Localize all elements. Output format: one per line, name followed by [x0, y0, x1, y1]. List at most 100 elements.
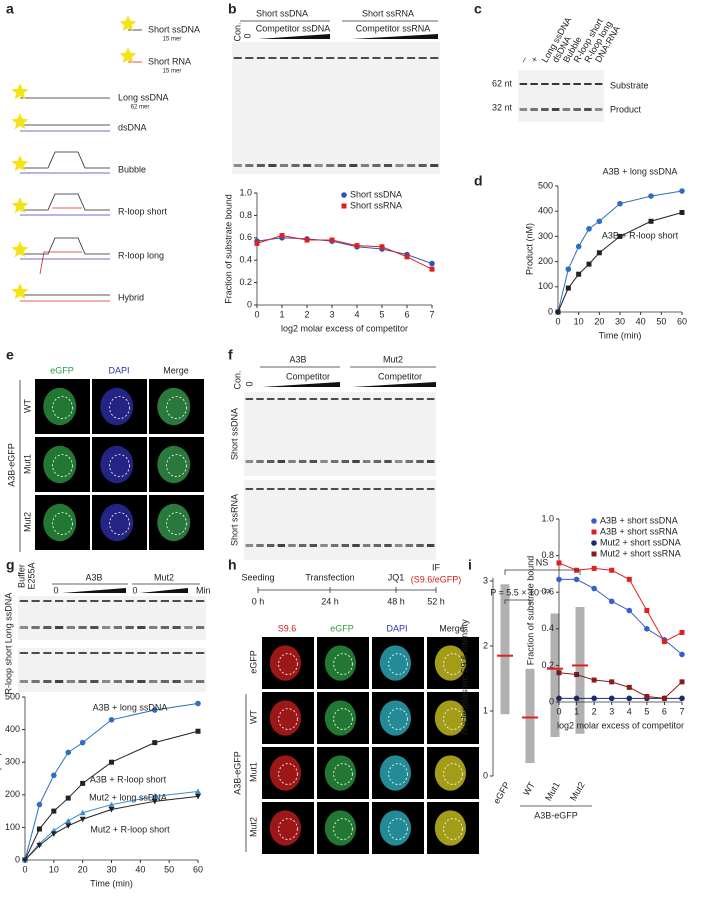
label: S9.6: [278, 623, 297, 633]
x-tick-label: 60: [193, 864, 203, 874]
nucleus: [333, 653, 353, 675]
y-tick-label: 0.4: [541, 623, 554, 633]
marker: [108, 806, 115, 813]
nucleus: [166, 454, 187, 478]
marker: [79, 809, 86, 816]
marker: [51, 772, 57, 779]
nucleus: [278, 763, 298, 785]
label: 0: [53, 585, 58, 595]
gel-band: [172, 680, 181, 683]
gel-band: [256, 164, 265, 167]
gel-band: [373, 488, 382, 490]
label: IF: [432, 562, 441, 572]
label: Competitor: [286, 371, 330, 381]
marker: [591, 585, 597, 592]
series-line: [24, 791, 199, 861]
label: 0: [242, 33, 252, 38]
gel-band: [160, 626, 169, 629]
legend-label: Mut2 + short ssDNA: [600, 537, 681, 547]
x-tick-label: 1: [574, 706, 579, 716]
x-tick-label: 0: [556, 706, 561, 716]
gel-band: [573, 108, 581, 111]
label: Hybrid: [118, 292, 144, 302]
x-tick-label: 10: [574, 316, 584, 326]
gel-band: [320, 488, 328, 490]
gel-band: [360, 57, 369, 59]
wedge: [352, 34, 438, 39]
series-line: [256, 235, 433, 270]
gel-band: [125, 600, 134, 602]
x-tick-label: 6: [404, 309, 409, 319]
marker: [279, 233, 285, 239]
nucleus: [109, 396, 130, 420]
panel-letter: c: [474, 1, 482, 17]
y-tick-label: 0: [15, 854, 20, 864]
gel: [518, 70, 604, 122]
marker: [80, 780, 86, 786]
gel-band: [405, 544, 414, 547]
gel-band: [426, 398, 435, 400]
gel-band: [298, 460, 307, 463]
gel-band: [291, 57, 300, 59]
gel-band: [519, 108, 528, 111]
marker: [195, 793, 201, 800]
cell: [157, 503, 191, 542]
cell: [100, 503, 134, 542]
gel-band: [172, 600, 181, 602]
marker: [556, 576, 562, 583]
star: [11, 283, 29, 300]
marker: [596, 218, 603, 225]
marker: [429, 266, 435, 272]
gel-band: [394, 488, 403, 490]
gel-band: [384, 488, 392, 490]
label: eGFP: [330, 623, 354, 633]
marker: [195, 728, 201, 734]
label: 24 h: [321, 596, 339, 606]
marker: [626, 576, 632, 582]
marker: [109, 759, 114, 765]
label: Mut2: [22, 512, 32, 532]
gel-band: [137, 680, 146, 683]
gel: [244, 480, 436, 560]
gel-band: [113, 680, 122, 683]
y-axis-label: Fraction of substrate bound: [525, 556, 535, 666]
cell: [434, 700, 466, 736]
cell: [269, 700, 301, 736]
bracket: [504, 569, 581, 575]
gel-band: [337, 57, 346, 59]
gel-band: [405, 398, 414, 400]
y-tick-label: 200: [5, 789, 20, 799]
label: JQ1: [388, 572, 405, 582]
gel-band: [416, 460, 424, 463]
label: 0: [244, 381, 254, 386]
label: Competitor ssDNA: [256, 23, 331, 33]
marker: [429, 260, 435, 267]
gel-band: [90, 626, 99, 629]
gel-band: [320, 460, 328, 463]
label: A3B-eGFP: [6, 443, 16, 487]
gel-band: [519, 83, 528, 85]
marker: [574, 672, 580, 678]
gel-band: [288, 488, 296, 490]
series-line: [24, 730, 199, 861]
x-tick-label: 60: [677, 316, 687, 326]
marker: [679, 209, 685, 215]
gel-band: [352, 460, 360, 463]
y-tick-label: 500: [538, 180, 553, 190]
gel-band: [266, 488, 275, 490]
x-tick-label: Mut2: [568, 780, 587, 802]
label: Competitor: [378, 371, 422, 381]
gel-band: [530, 83, 538, 85]
strand: [20, 193, 110, 211]
gel-band: [125, 652, 134, 654]
label: R-loop long: [118, 250, 164, 260]
gel-band: [279, 57, 289, 59]
gel-band: [55, 680, 64, 683]
gel-band: [309, 488, 318, 490]
x-axis-label: log2 molar excess of competitor: [557, 720, 684, 730]
marker: [573, 695, 580, 702]
gel-band: [298, 488, 307, 490]
y-tick-label: 1: [483, 705, 488, 715]
gel-band: [172, 626, 181, 629]
legend-label: Short ssRNA: [350, 200, 402, 210]
